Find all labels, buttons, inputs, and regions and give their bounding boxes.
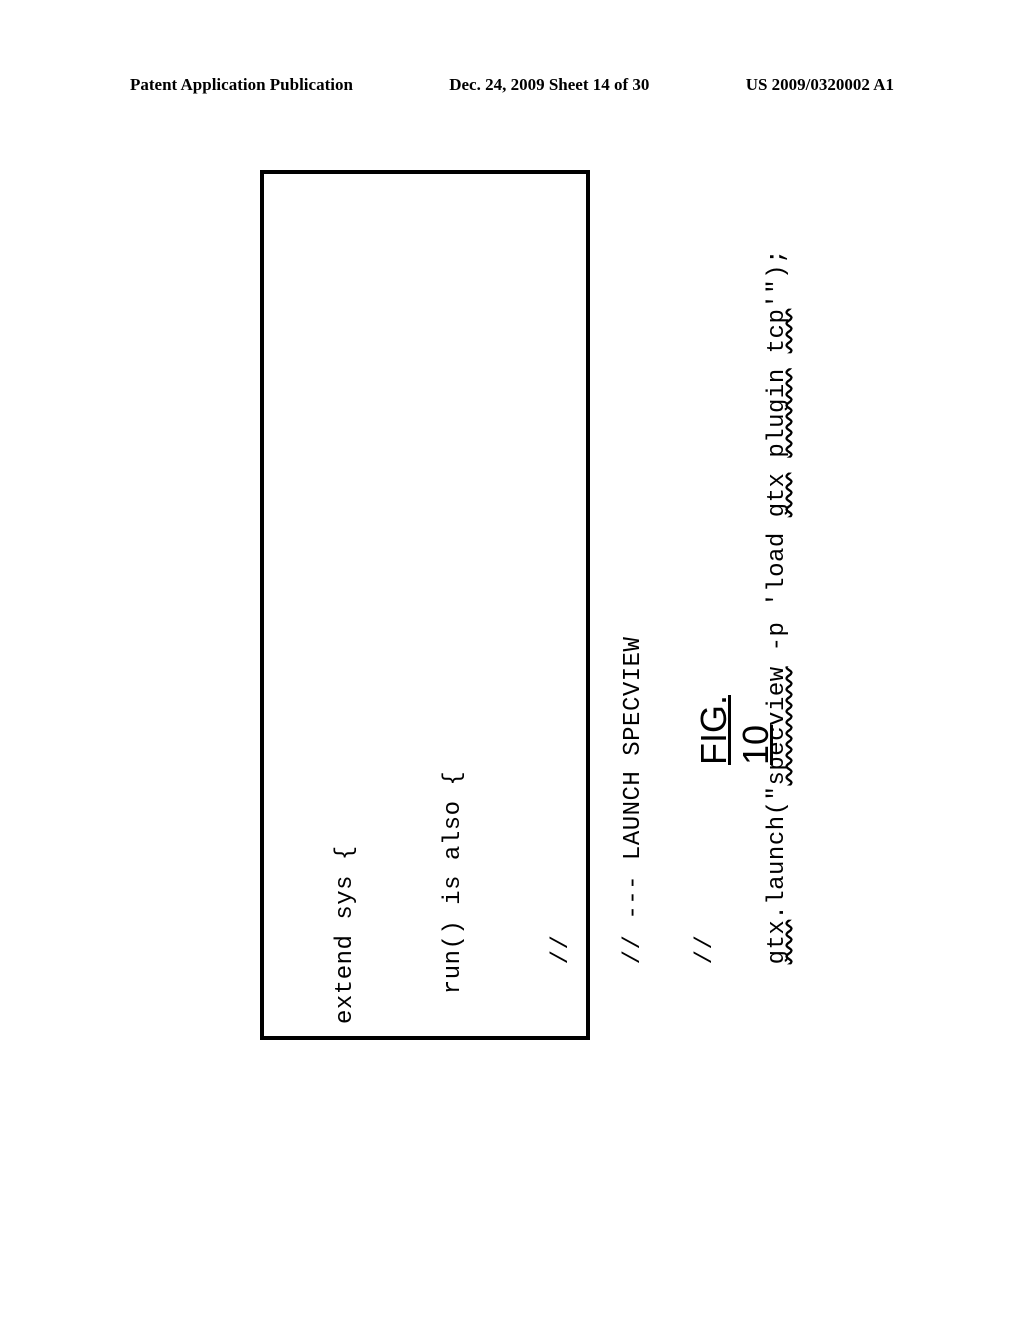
page-header: Patent Application Publication Dec. 24, … xyxy=(0,75,1024,95)
figure-area: extend sys { run() is also { // // --- L… xyxy=(260,170,760,1040)
header-publication-number: US 2009/0320002 A1 xyxy=(746,75,894,95)
code-box: extend sys { run() is also { // // --- L… xyxy=(260,170,590,1040)
wavy-plugin: plugin xyxy=(764,368,791,457)
header-publication-type: Patent Application Publication xyxy=(130,75,353,95)
figure-label-number: 10 xyxy=(735,725,776,765)
code-line-8: gtx.launch("specview -p 'load gtx plugin… xyxy=(760,204,796,1024)
code-line-5: // xyxy=(544,204,580,1024)
code-listing: extend sys { run() is also { // // --- L… xyxy=(292,204,868,1024)
code-line-1: extend sys { xyxy=(328,204,364,1024)
wavy-gtx-2: gtx xyxy=(764,473,791,518)
header-date-sheet: Dec. 24, 2009 Sheet 14 of 30 xyxy=(449,75,649,95)
figure-label: FIG. 10 xyxy=(693,695,777,765)
code-line-6: // --- LAUNCH SPECVIEW xyxy=(616,204,652,1024)
code-line-7: // xyxy=(688,204,724,1024)
wavy-tcp: tcp xyxy=(764,309,791,354)
code-line-3: run() is also { xyxy=(436,204,472,1024)
wavy-gtx-1: gtx xyxy=(764,920,791,965)
figure-label-prefix: FIG. xyxy=(693,695,734,765)
